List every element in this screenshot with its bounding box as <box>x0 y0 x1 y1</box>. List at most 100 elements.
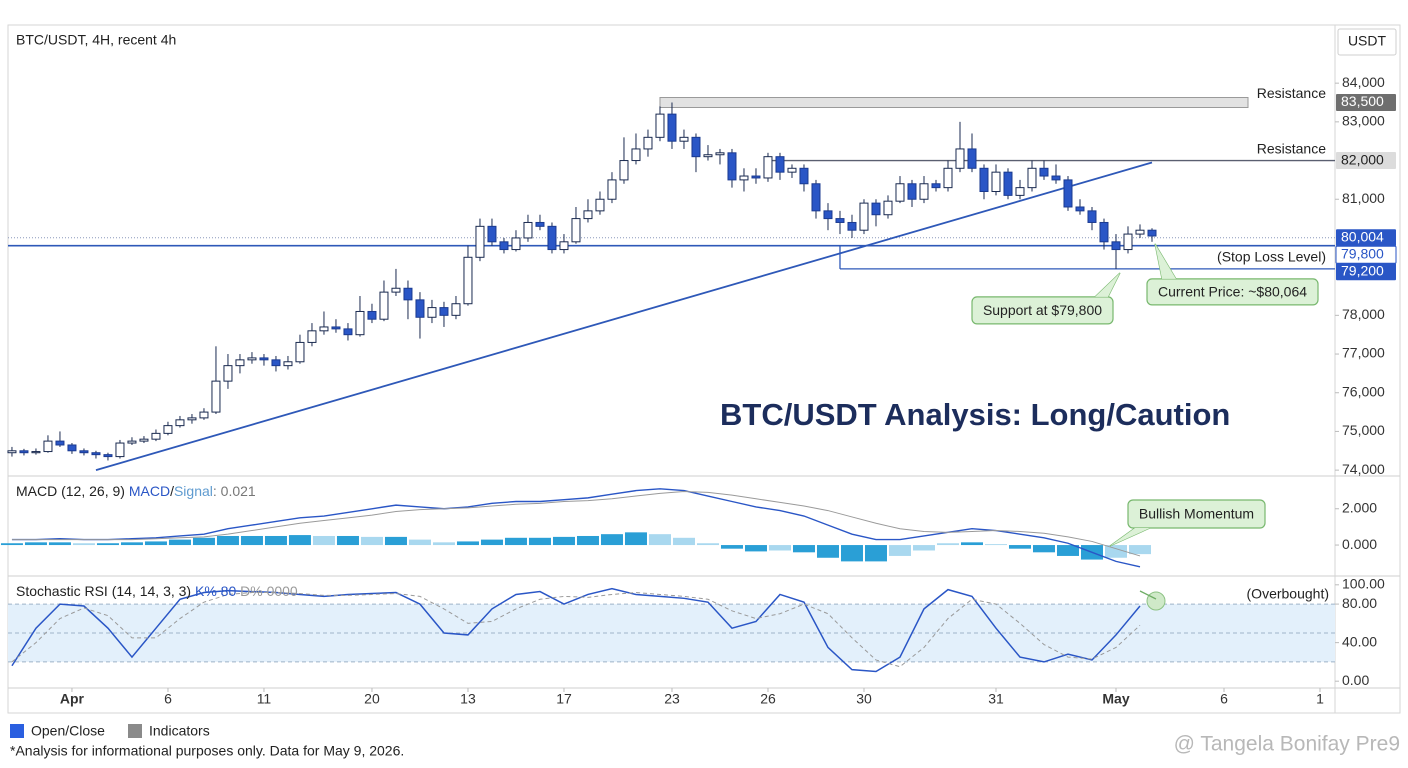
histogram-bar <box>96 543 119 546</box>
annotation: Support at $79,800 <box>983 302 1102 318</box>
annotation: (Overbought) <box>1247 586 1329 602</box>
callout-pointer-fill <box>1110 528 1150 546</box>
y-tick-label: 84,000 <box>1342 74 1385 90</box>
readout: : 0.021 <box>213 483 256 499</box>
x-tick-label: May <box>1102 691 1129 707</box>
y-tick-label: 0.000 <box>1342 536 1377 552</box>
candle-body <box>499 241 509 251</box>
level-label: (Stop Loss Level) <box>1217 249 1326 265</box>
x-tick-label: 6 <box>1220 691 1228 707</box>
price-badge-label: 79,800 <box>1341 245 1384 261</box>
candle-body <box>751 175 761 179</box>
candle-body <box>463 256 473 305</box>
legend-label: Indicators <box>149 723 210 739</box>
histogram-bar <box>1056 545 1079 556</box>
candle-body <box>763 156 773 179</box>
histogram-bar <box>480 539 503 546</box>
histogram-bar <box>120 542 143 546</box>
y-tick-label: 74,000 <box>1342 461 1385 477</box>
callout-box <box>1146 278 1319 306</box>
callout-pointer-fill <box>1155 243 1176 279</box>
histogram-bar <box>840 545 863 562</box>
legend-entry: K% 80 <box>195 583 236 599</box>
candle-body <box>451 303 461 316</box>
histogram-bar <box>576 535 599 546</box>
candle-body <box>643 136 653 150</box>
candle-body <box>1075 206 1085 212</box>
axis-unit: USDT <box>1348 33 1387 49</box>
candle-body <box>715 152 725 156</box>
candle-body <box>859 202 869 231</box>
candle-body <box>931 183 941 189</box>
candle-body <box>607 179 617 200</box>
candle-body <box>1147 229 1157 237</box>
candle-body <box>319 326 329 332</box>
trendline <box>95 161 1153 471</box>
price-badge-label: 83,500 <box>1341 93 1384 109</box>
x-tick-label: 26 <box>760 691 776 707</box>
candle-body <box>559 241 569 251</box>
candle-body <box>19 450 29 454</box>
y-tick-label: 77,000 <box>1342 345 1385 361</box>
candle-body <box>1099 221 1109 243</box>
x-tick-label: 23 <box>664 691 680 707</box>
candle-body <box>1051 175 1061 181</box>
histogram-bar <box>72 543 95 546</box>
candle-body <box>679 136 689 142</box>
candle-body <box>979 167 989 193</box>
candle-body <box>187 417 197 421</box>
candle-body <box>211 380 221 413</box>
histogram-bar <box>912 545 935 551</box>
candle-body <box>1063 179 1073 208</box>
candle-body <box>247 357 257 361</box>
unit-box <box>1337 28 1397 56</box>
macd-header: MACD (12, 26, 9) MACD/Signal: 0.021 <box>16 483 256 499</box>
candle-body <box>115 442 125 458</box>
callout-pointer-fill <box>1095 272 1120 297</box>
candle-body <box>415 299 425 318</box>
candle-body <box>691 136 701 158</box>
level-label: Resistance <box>1257 85 1326 101</box>
price-badge <box>1336 229 1396 247</box>
histogram-bar <box>288 535 311 546</box>
legend-label: Open/Close <box>31 723 105 739</box>
x-tick-label: 31 <box>988 691 1004 707</box>
candle-body <box>883 200 893 216</box>
y-tick-label: 80.00 <box>1342 595 1377 611</box>
candle-body <box>403 287 413 301</box>
y-tick-label: 83,000 <box>1342 113 1385 129</box>
candle-body <box>307 330 317 343</box>
histogram-bar <box>432 542 455 546</box>
candle-body <box>847 221 857 231</box>
candle-body <box>139 438 149 442</box>
histogram-bar <box>1104 545 1127 558</box>
histogram-bar <box>1128 545 1151 555</box>
candle-body <box>667 113 677 142</box>
candle-body <box>67 444 77 452</box>
candle-body <box>391 287 401 293</box>
macd-title: MACD (12, 26, 9) <box>16 483 125 499</box>
candle-body <box>439 307 449 316</box>
histogram-bar <box>1008 545 1031 549</box>
annotation: Current Price: ~$80,064 <box>1158 284 1307 300</box>
macd-line <box>11 491 1141 557</box>
candle-body <box>7 450 17 454</box>
candle-body <box>895 183 905 202</box>
histogram-bar <box>24 542 47 546</box>
candle-body <box>967 148 977 169</box>
histogram-bar <box>960 542 983 546</box>
candle-body <box>379 291 389 320</box>
histogram-bar <box>336 535 359 546</box>
separator: / <box>170 483 174 499</box>
histogram-bar <box>456 541 479 546</box>
candle-body <box>343 328 353 336</box>
candle-body <box>811 183 821 212</box>
headline: BTC/USDT Analysis: Long/Caution <box>720 397 1230 432</box>
candle-body <box>151 432 161 440</box>
callout-box <box>971 296 1114 325</box>
candle-body <box>907 183 917 200</box>
candle-body <box>1039 167 1049 177</box>
histogram-bar <box>312 535 335 546</box>
plot-layer: 74,000 75,000 76,000 77,000 78,000 81,000 83,0… <box>0 74 1397 707</box>
resistance-zone <box>659 97 1249 109</box>
